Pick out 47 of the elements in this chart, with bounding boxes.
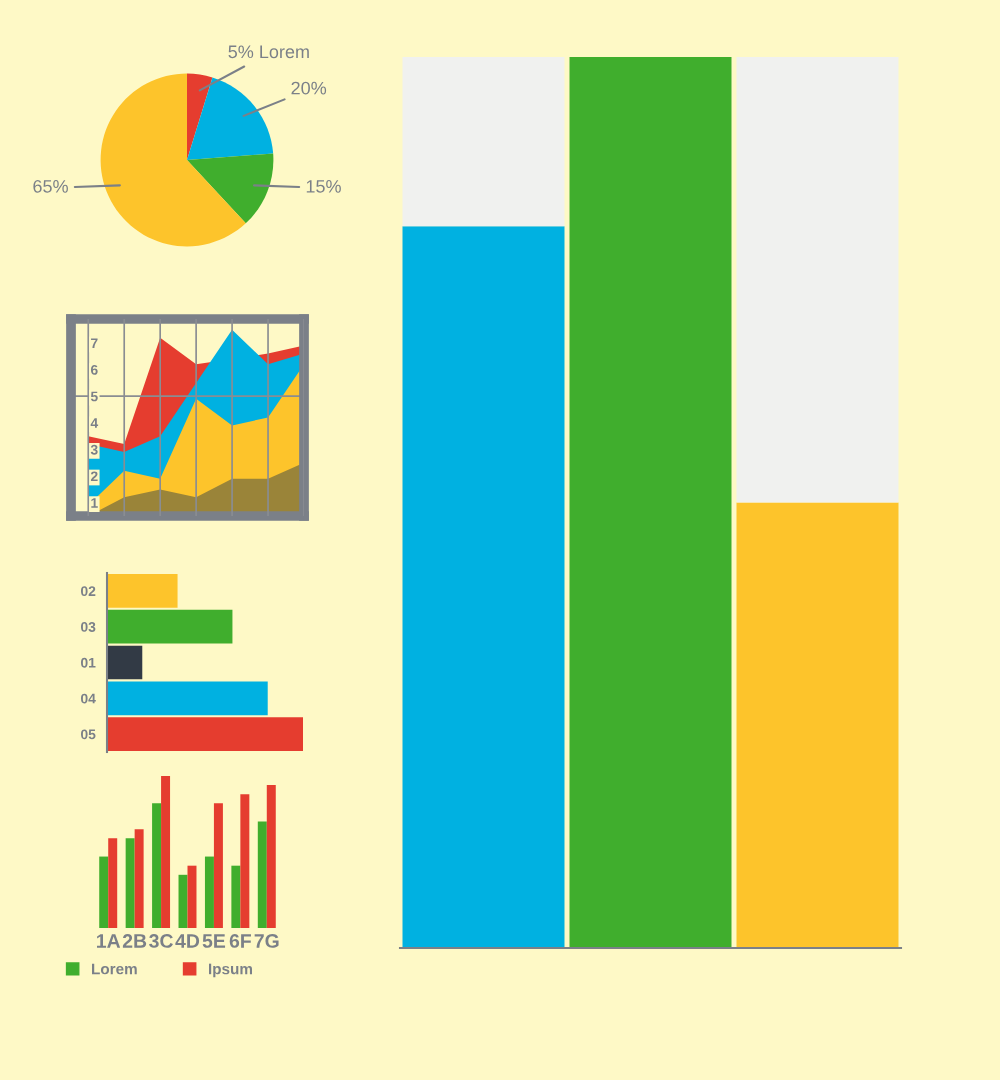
bar: [204, 856, 214, 928]
bar: [213, 803, 223, 928]
data-label: 65%: [33, 179, 68, 193]
pie-slice: [187, 77, 274, 160]
pie-slice: [187, 73, 213, 160]
data-label: 20%: [291, 81, 327, 95]
x-tick-label: 6F: [229, 934, 251, 948]
bar: [240, 794, 250, 928]
y-tick-label: 5: [90, 391, 98, 402]
bar: [99, 856, 109, 928]
bar: [107, 645, 143, 680]
x-tick-label: 4D: [175, 934, 200, 948]
bar: [178, 874, 188, 928]
bar: [257, 821, 267, 928]
y-tick-label: 1: [91, 498, 98, 508]
pie-slice: [187, 153, 274, 224]
y-tick-label: 01: [80, 657, 96, 668]
y-tick-label: 6: [90, 364, 98, 375]
bar: [108, 838, 118, 928]
bar: [231, 865, 241, 928]
y-tick-label: 7: [91, 338, 98, 348]
x-tick-label: 1A: [97, 934, 121, 948]
x-tick-label: 5E: [202, 934, 226, 948]
y-tick-label: 05: [80, 729, 96, 740]
bar: [107, 574, 178, 608]
x-tick-label: 7G: [254, 934, 279, 948]
y-tick-label: 4: [90, 418, 99, 428]
legend-label: Lorem: [92, 963, 137, 975]
bar: [107, 681, 268, 716]
data-label: 15%: [306, 180, 341, 193]
y-tick-label: 3: [90, 444, 98, 455]
bar: [266, 785, 276, 928]
data-label: 5% Lorem: [228, 45, 309, 59]
y-tick-label: 03: [80, 622, 96, 632]
pie-slice: [100, 73, 246, 247]
legend-label: Ipsum: [208, 963, 253, 978]
x-tick-label: 2B: [122, 934, 147, 948]
y-tick-label: 04: [80, 693, 96, 704]
y-tick-label: 2: [90, 471, 98, 482]
bar: [125, 838, 135, 928]
y-tick-label: 02: [80, 586, 96, 597]
bar: [107, 717, 303, 751]
bar: [152, 803, 162, 928]
bar: [134, 829, 144, 928]
bar: [161, 776, 171, 928]
bar: [107, 609, 233, 644]
x-tick-label: 3C: [149, 934, 173, 948]
